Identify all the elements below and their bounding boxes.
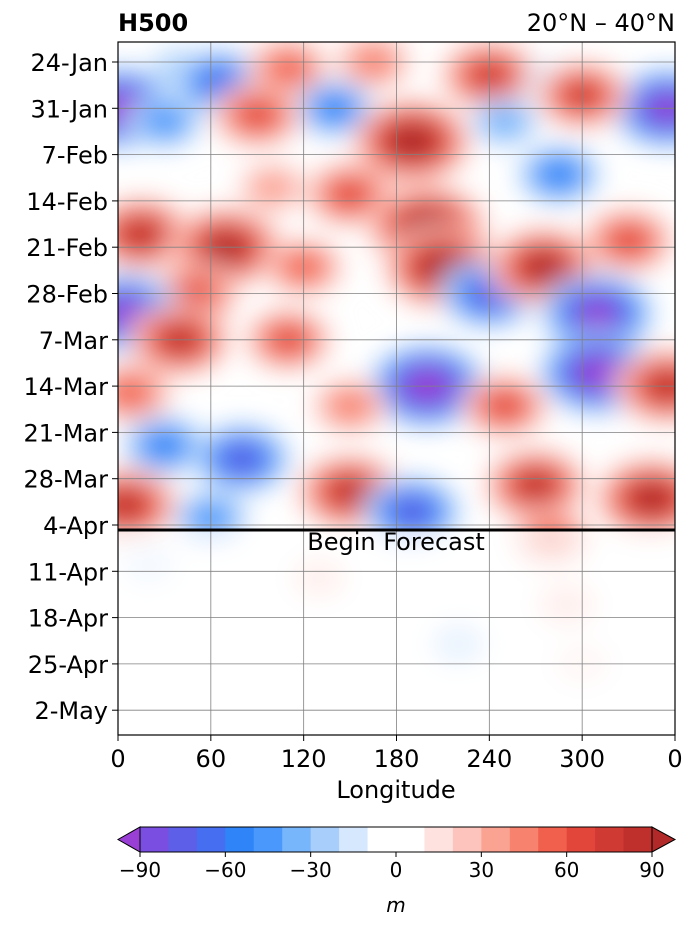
colorbar-extend-high xyxy=(651,826,677,853)
colorbar-tick-label: 30 xyxy=(469,858,494,882)
colorbar-extend-low xyxy=(116,826,141,853)
colorbar-segment xyxy=(225,827,255,852)
anomaly-blob xyxy=(366,343,488,429)
y-tick-label: 2-May xyxy=(34,697,108,725)
anomaly-blob xyxy=(238,162,308,213)
x-tick-label: 300 xyxy=(559,745,605,773)
y-tick-label: 14-Feb xyxy=(26,188,108,216)
colorbar-segment xyxy=(282,827,312,852)
x-tick-label: 0 xyxy=(110,745,125,773)
y-tick-label: 11-Apr xyxy=(28,558,108,586)
y-tick-label: 7-Mar xyxy=(39,327,108,355)
colorbar-segment xyxy=(196,827,226,852)
x-tick-label: 0 xyxy=(667,745,682,773)
colorbar-segment xyxy=(310,827,340,852)
y-tick-label: 18-Apr xyxy=(28,605,108,633)
colorbar-segment xyxy=(367,827,425,852)
anomaly-blob xyxy=(191,423,292,495)
colorbar-segment xyxy=(452,827,482,852)
anomaly-blob xyxy=(118,362,173,423)
begin-forecast-annotation: Begin Forecast xyxy=(307,528,485,556)
y-tick-label: 14-Mar xyxy=(24,373,109,401)
colorbar-segment xyxy=(168,827,198,852)
y-tick-label: 21-Mar xyxy=(24,419,109,447)
grid-lines xyxy=(118,42,675,735)
colorbar-label: m xyxy=(386,893,405,917)
chart-title-right: 20°N – 40°N xyxy=(527,9,675,37)
anomaly-blob xyxy=(125,94,203,150)
colorbar-tick-label: −60 xyxy=(204,858,246,882)
anomaly-blob xyxy=(362,476,462,548)
anomaly-blob xyxy=(594,458,675,540)
colorbar-segment xyxy=(424,827,454,852)
x-tick-label: 180 xyxy=(374,745,420,773)
colorbar-segment xyxy=(253,827,283,852)
colorbar: −90 −60 −30 0 30 60 90 xyxy=(116,826,677,882)
y-tick-label: 25-Apr xyxy=(28,651,108,679)
y-tick-label: 28-Feb xyxy=(26,281,108,309)
colorbar-segment xyxy=(339,827,369,852)
y-tick-label: 28-Mar xyxy=(24,466,109,494)
colorbar-tick-label: 0 xyxy=(390,858,403,882)
y-axis: 24-Jan 31-Jan 7-Feb 14-Feb 21-Feb 28-Feb 7-Mar… xyxy=(24,49,118,725)
x-tick-label: 120 xyxy=(281,745,327,773)
anomaly-blob xyxy=(118,467,180,544)
x-axis-label: Longitude xyxy=(336,776,455,804)
anomaly-blob xyxy=(211,82,304,148)
y-tick-label: 31-Jan xyxy=(30,95,108,123)
anomaly-blob xyxy=(311,378,389,434)
colorbar-tick-label: 60 xyxy=(554,858,579,882)
colorbar-segment xyxy=(481,827,511,852)
colorbar-segment xyxy=(595,827,625,852)
colorbar-segment xyxy=(566,827,596,852)
y-tick-label: 21-Feb xyxy=(26,234,108,262)
y-tick-label: 4-Apr xyxy=(43,512,108,540)
colorbar-segment xyxy=(509,827,539,852)
colorbar-segment xyxy=(623,827,653,852)
anomaly-blob xyxy=(582,207,675,274)
y-tick-label: 7-Feb xyxy=(42,142,108,170)
colorbar-tick-label: 90 xyxy=(639,858,664,882)
anomaly-blob xyxy=(122,415,207,476)
colorbar-tick-label: −30 xyxy=(290,858,332,882)
x-tick-label: 60 xyxy=(196,745,227,773)
anomaly-blob xyxy=(460,374,550,438)
anomaly-blob xyxy=(540,272,656,354)
y-tick-label: 24-Jan xyxy=(30,49,108,77)
x-axis: 0 60 120 180 240 300 0 xyxy=(110,735,683,773)
x-tick-label: 240 xyxy=(466,745,512,773)
anomaly-blob xyxy=(470,96,540,147)
anomaly-blob xyxy=(483,448,588,522)
colorbar-segment xyxy=(538,827,568,852)
anomaly-blob xyxy=(516,144,602,205)
chart-title-left: H500 xyxy=(118,9,188,37)
colorbar-segment xyxy=(140,827,169,852)
colorbar-tick-label: −90 xyxy=(119,858,161,882)
anomaly-field xyxy=(118,42,675,735)
